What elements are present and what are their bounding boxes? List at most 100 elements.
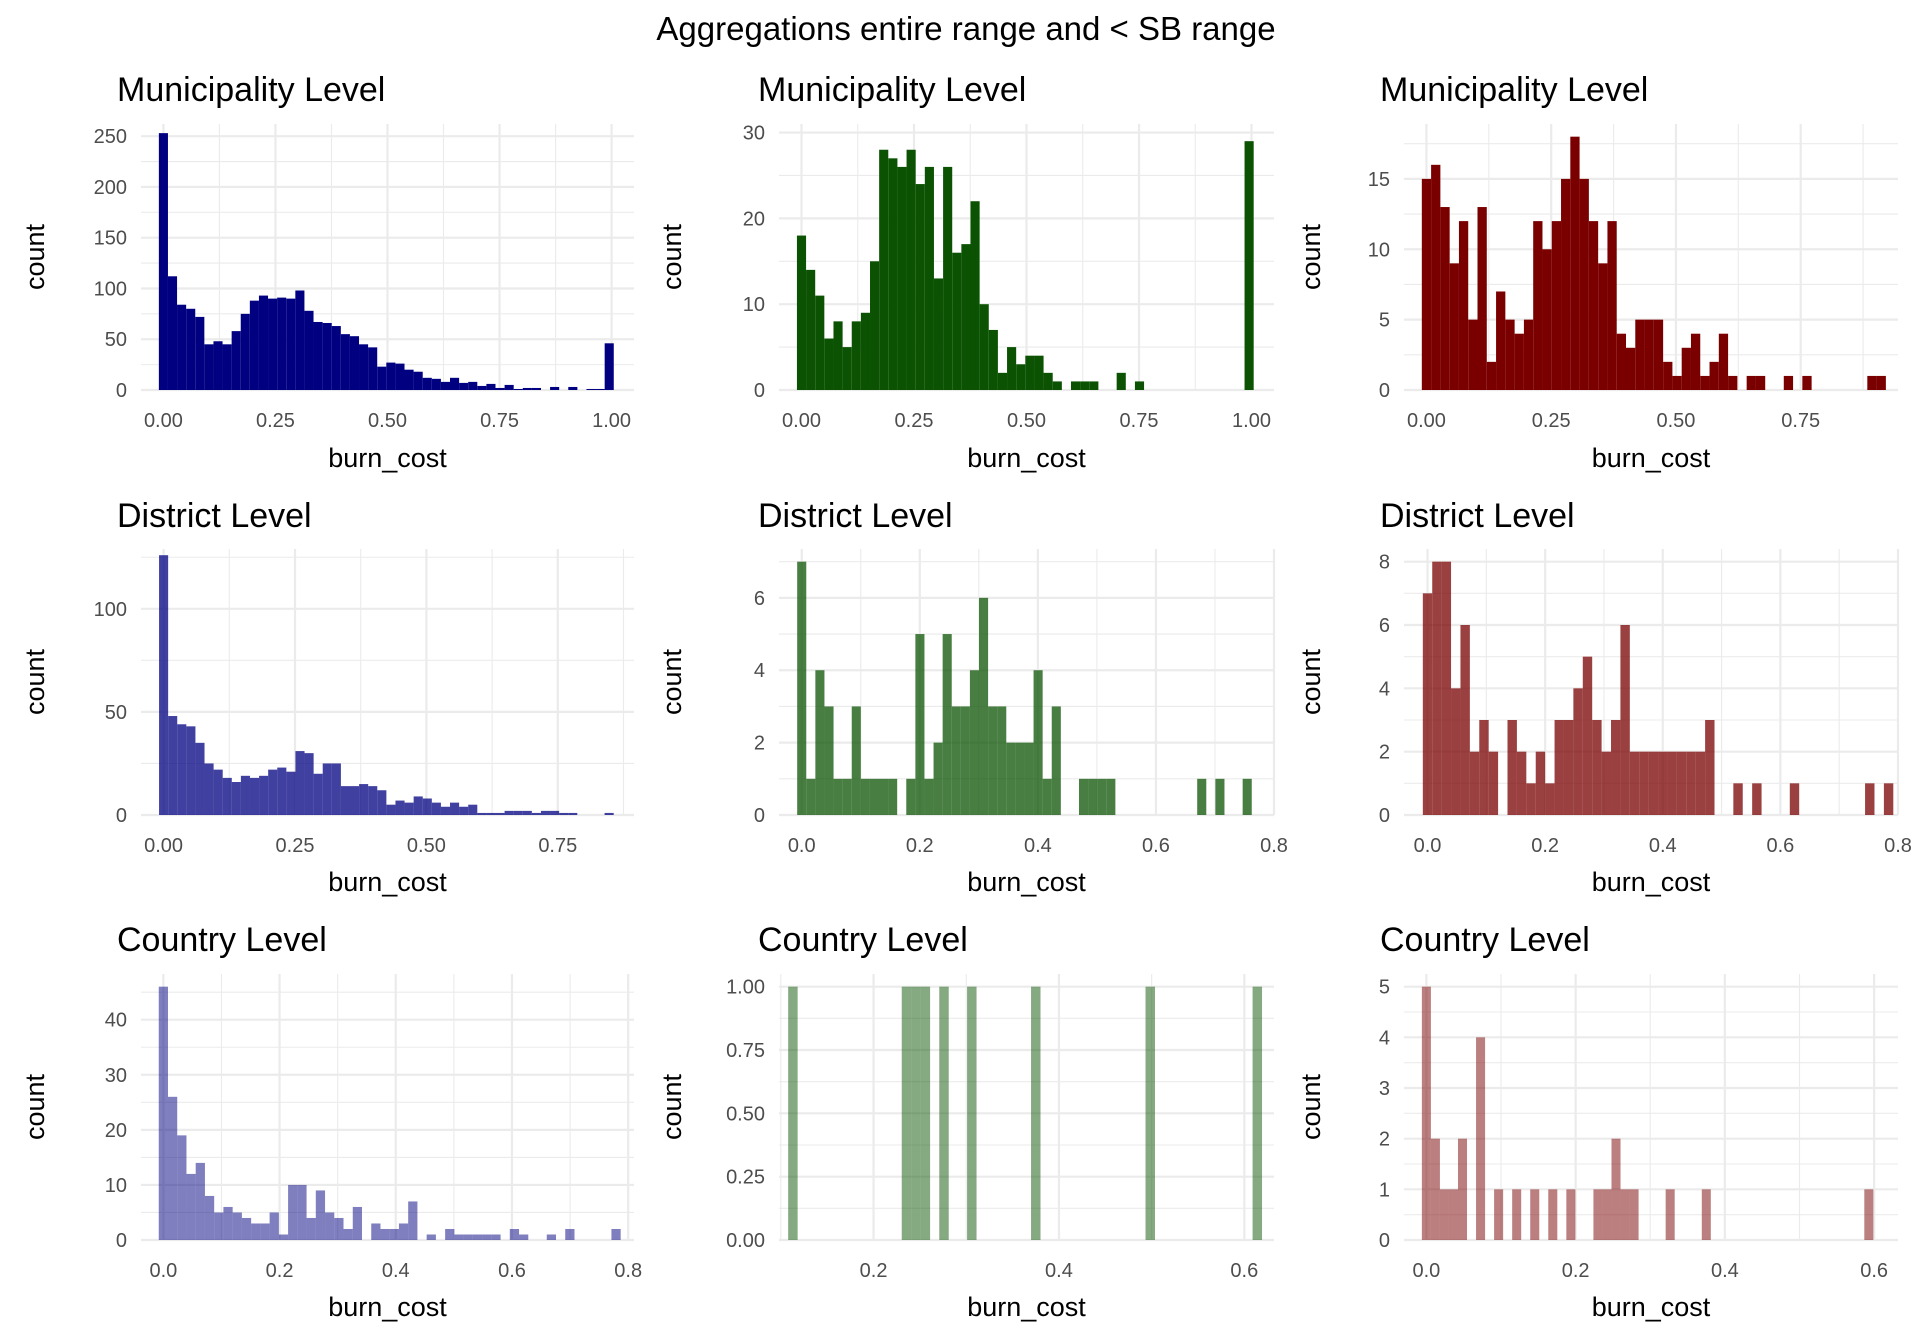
- histogram-bar: [331, 326, 341, 390]
- gridlines: [779, 974, 1274, 1242]
- histogram-bar: [404, 802, 414, 815]
- panel-title: Municipality Level: [758, 71, 1026, 109]
- histogram-bar: [268, 298, 278, 390]
- histogram-bar: [1626, 347, 1636, 390]
- histogram-bar: [1441, 561, 1452, 815]
- histogram-bar: [249, 300, 259, 390]
- histogram-bar: [970, 201, 980, 390]
- x-tick-label: 0.75: [538, 835, 577, 857]
- histogram-bar: [851, 321, 861, 390]
- histogram-bar: [531, 387, 541, 390]
- histogram-bar: [1052, 381, 1062, 390]
- histogram-bar: [1672, 375, 1682, 390]
- histogram-bar: [1601, 751, 1612, 815]
- histogram-bar: [967, 986, 977, 1240]
- histogram-bar: [842, 347, 852, 390]
- y-tick-label: 20: [743, 208, 765, 230]
- x-tick-label: 0.50: [1007, 410, 1046, 432]
- histogram-bar: [1561, 178, 1571, 390]
- histogram-bar: [969, 670, 980, 815]
- histogram-bar: [824, 706, 834, 815]
- histogram-bar: [1639, 751, 1649, 815]
- x-tick-label: 0.75: [1781, 410, 1820, 432]
- histogram-bar: [368, 786, 378, 815]
- histogram-bar: [1505, 319, 1515, 390]
- histogram-bar: [1486, 361, 1497, 390]
- x-tick-label: 0.2: [266, 1260, 294, 1282]
- histogram-bar: [334, 1217, 344, 1240]
- histogram-bar: [833, 778, 843, 815]
- histogram-bar: [313, 773, 323, 815]
- x-axis-title: burn_cost: [328, 443, 447, 473]
- histogram-bar: [1676, 751, 1687, 815]
- y-tick-label: 50: [105, 329, 127, 351]
- y-tick-label: 1.00: [726, 977, 765, 999]
- histogram-bar: [888, 158, 898, 390]
- histogram-bar: [1563, 720, 1574, 815]
- histogram-bar: [1097, 778, 1107, 815]
- x-tick-label: 0.0: [788, 835, 816, 857]
- y-tick-label: 0: [1379, 805, 1390, 827]
- bars: [158, 986, 621, 1240]
- histogram-bar: [1516, 751, 1527, 815]
- histogram-bar: [1709, 361, 1719, 390]
- y-tick-label: 0: [1379, 380, 1390, 402]
- y-axis-title: count: [20, 648, 50, 715]
- histogram-bar: [413, 371, 423, 390]
- histogram-bar: [1718, 333, 1729, 390]
- x-tick-label: 0.4: [382, 1260, 410, 1282]
- histogram-bar: [158, 986, 168, 1240]
- histogram-bar: [1024, 742, 1034, 815]
- histogram-bar: [454, 1234, 464, 1240]
- histogram-bar: [1215, 778, 1225, 815]
- histogram-bar: [1458, 221, 1469, 390]
- x-tick-label: 0.6: [1142, 835, 1170, 857]
- y-tick-label: 0: [116, 805, 127, 827]
- histogram-bar: [815, 295, 825, 390]
- histogram-bar: [331, 763, 341, 815]
- y-tick-label: 50: [105, 702, 127, 724]
- histogram-bar: [1616, 333, 1627, 390]
- histogram-bar: [1876, 375, 1886, 390]
- histogram-bar: [468, 804, 478, 815]
- histogram-bar: [177, 724, 187, 815]
- x-axis-title: burn_cost: [1592, 867, 1711, 897]
- bars: [158, 133, 614, 391]
- histogram-bar: [325, 1212, 335, 1240]
- histogram-bar: [313, 321, 323, 390]
- panel-muni-all: Municipality Level 0 50 100 150 200 250 0.00 0.2…: [20, 71, 634, 473]
- histogram-bar: [386, 362, 396, 390]
- histogram-bar: [815, 670, 825, 815]
- histogram-bar: [167, 276, 178, 390]
- histogram-bar: [213, 769, 223, 815]
- histogram-bar: [304, 310, 314, 390]
- histogram-bar: [195, 1162, 205, 1240]
- histogram-bar: [1733, 783, 1743, 815]
- histogram-bar: [550, 810, 560, 815]
- histogram-bar: [1602, 1189, 1612, 1240]
- histogram-bar: [468, 381, 478, 390]
- histogram-bar: [1620, 625, 1630, 815]
- histogram-bar: [1439, 1189, 1449, 1240]
- histogram-bar: [531, 812, 541, 815]
- histogram-bar: [1479, 720, 1489, 815]
- histogram-bar: [277, 297, 287, 390]
- histogram-bar: [340, 786, 350, 815]
- histogram-bar: [1242, 778, 1252, 815]
- histogram-bar: [186, 1173, 196, 1240]
- histogram-bar: [495, 812, 505, 815]
- histogram-bar: [1592, 720, 1602, 815]
- y-tick-label: 5: [1379, 310, 1390, 332]
- panel-country-all: Country Level 0 10 20 30 40 0.0 0.2 0.4 0.6 0.8 bur…: [20, 921, 642, 1322]
- panel-country-rest: Country Level 0 1 2 3 4 5 0.0 0.2 0.4 0.6 burn_cost…: [1296, 921, 1898, 1322]
- histogram-bar: [1653, 319, 1664, 390]
- histogram-bar: [1116, 372, 1126, 390]
- histogram-bar: [269, 1212, 279, 1240]
- y-tick-label: 6: [754, 588, 765, 610]
- histogram-bar: [1644, 319, 1654, 390]
- histogram-bar: [513, 388, 523, 390]
- histogram-bar: [377, 366, 387, 390]
- histogram-bar: [258, 295, 269, 390]
- histogram-bar: [214, 1212, 224, 1240]
